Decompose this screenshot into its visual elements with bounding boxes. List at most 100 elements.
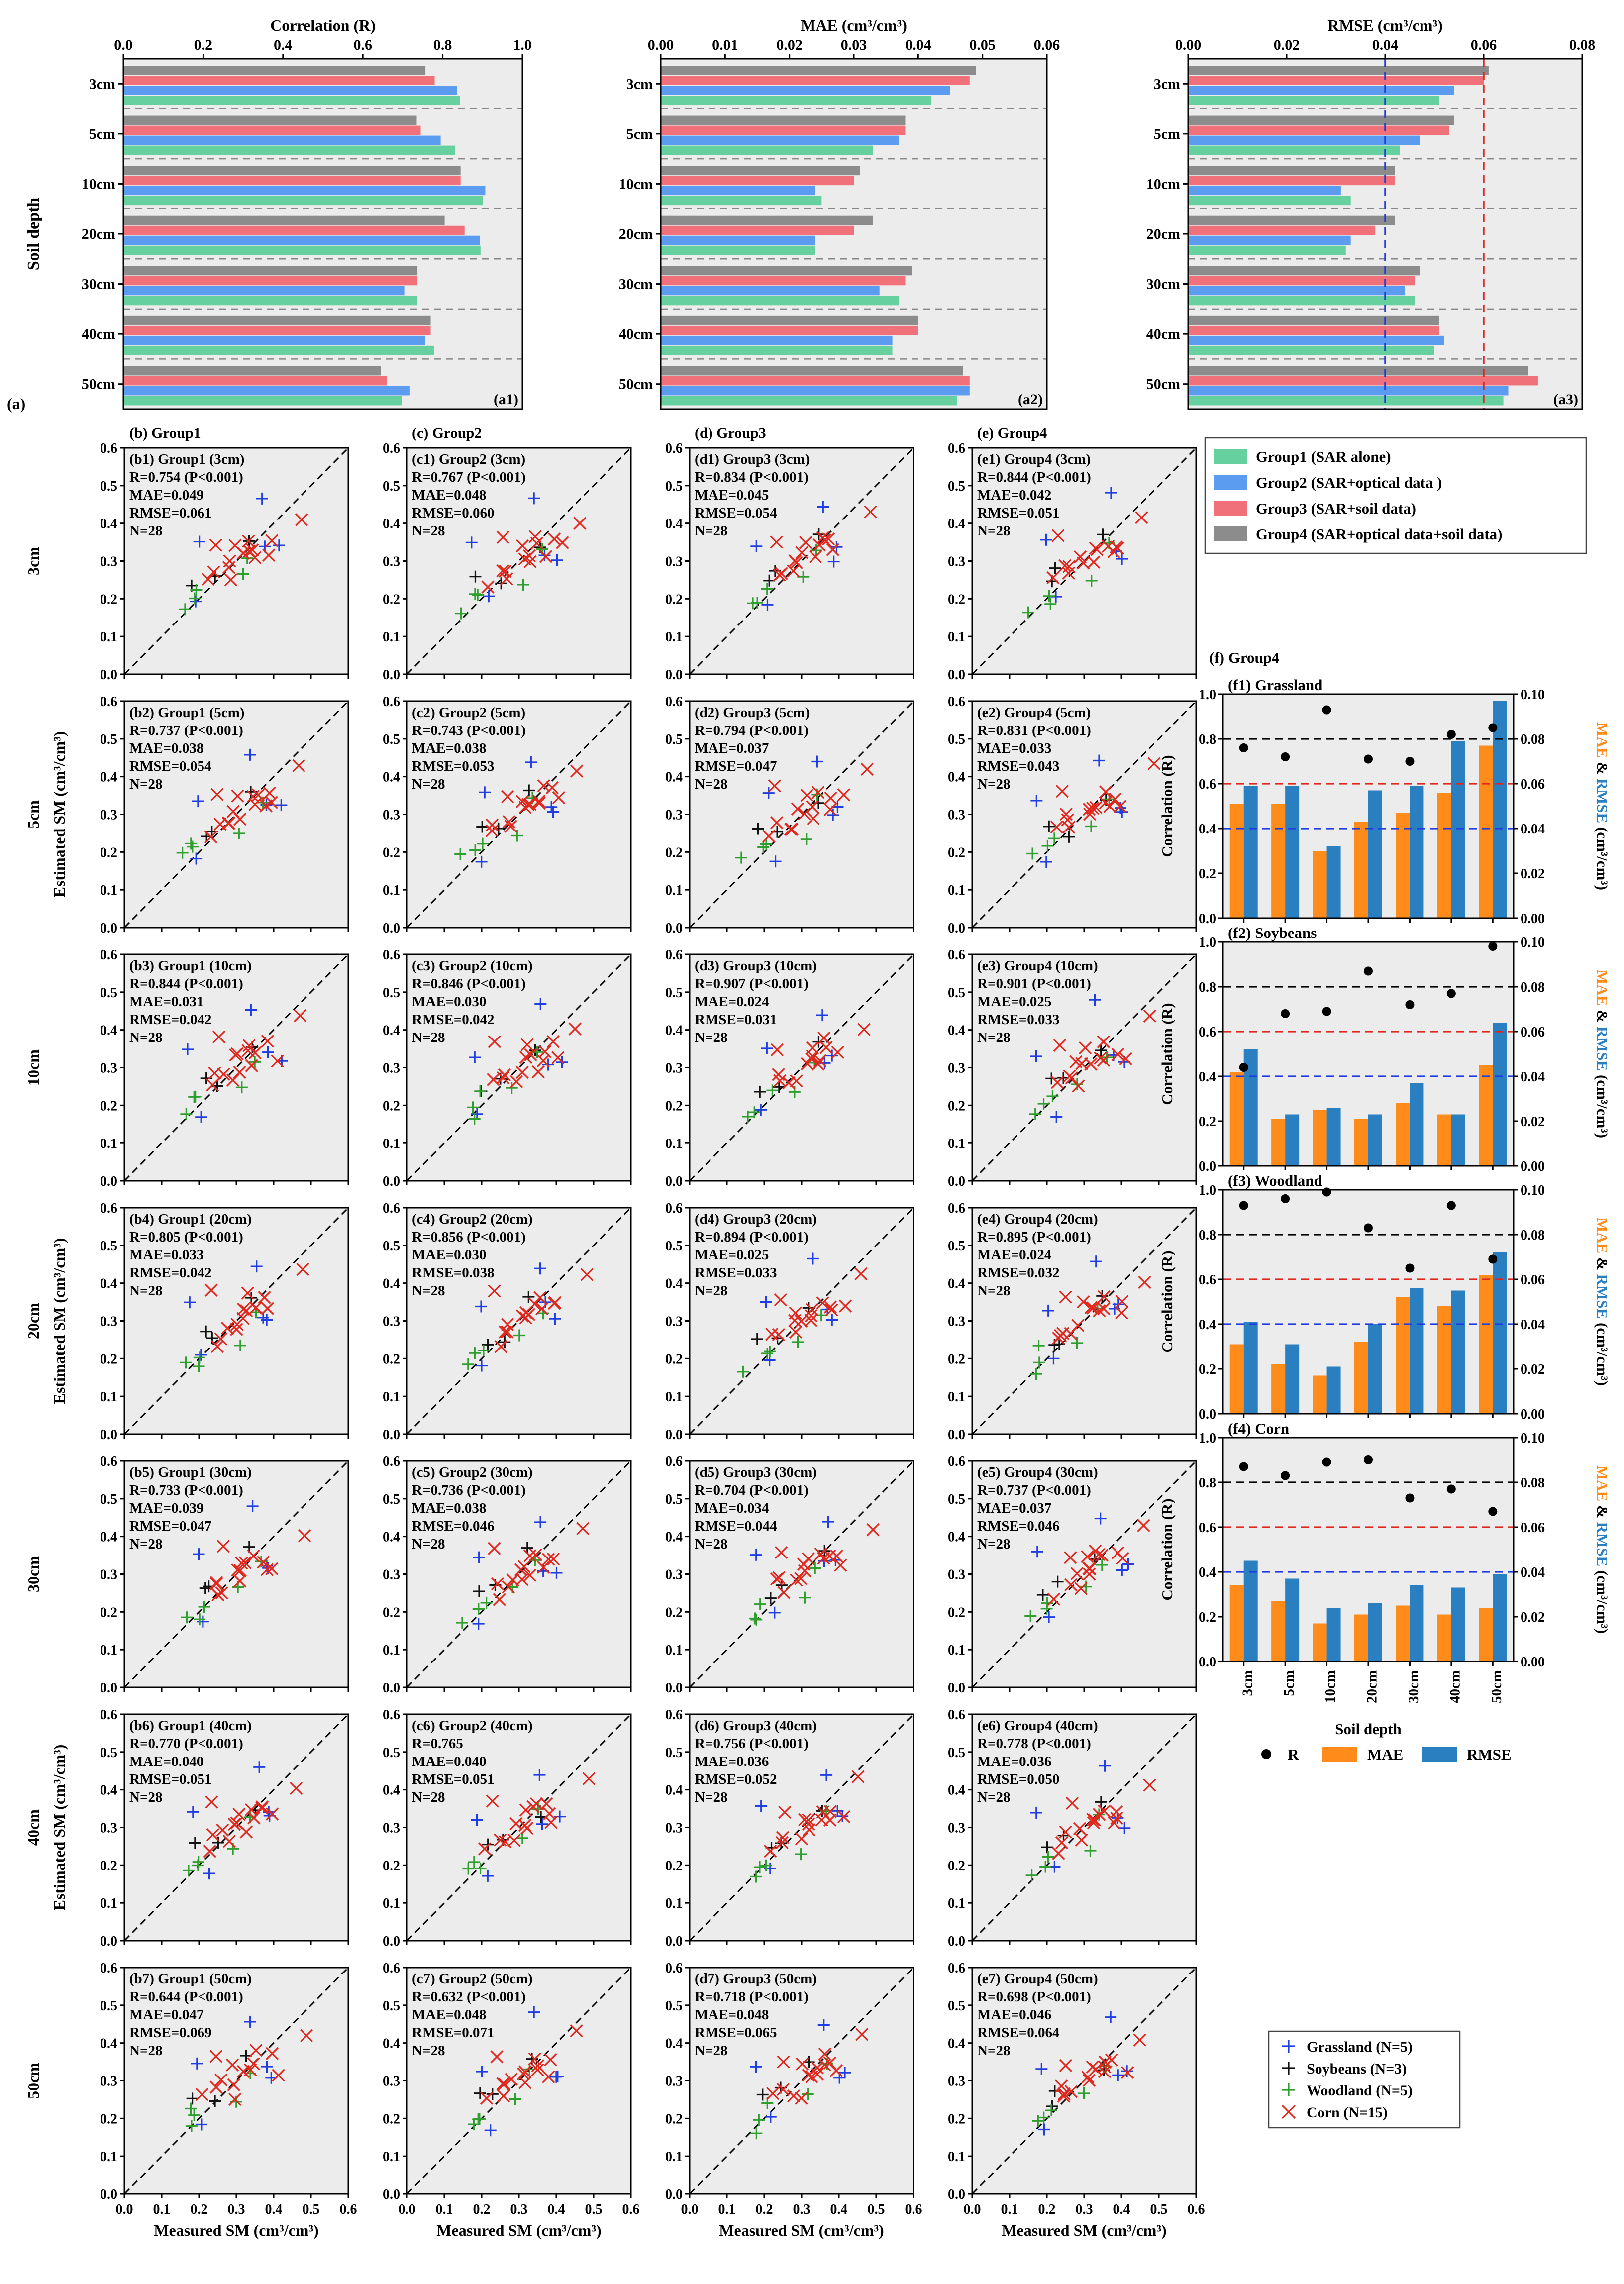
corn-marker (818, 2058, 831, 2072)
mae-bar (1396, 1297, 1410, 1414)
tick-label: 0.0 (399, 2202, 416, 2217)
bar-group2 (123, 286, 405, 296)
tick-label: 0.0 (383, 1174, 400, 1189)
corn-marker (292, 759, 305, 773)
stat-r: R=0.737 (P<0.001) (129, 723, 243, 738)
depth-label: 40cm (82, 326, 115, 342)
panel-title: (e3) Group4 (10cm) (977, 958, 1098, 974)
r-point (1405, 757, 1415, 766)
tick-label: 0.8 (1199, 1228, 1216, 1243)
r-point (1364, 754, 1373, 764)
tick-label: 0.0 (681, 2202, 699, 2217)
corn-marker (498, 2077, 511, 2091)
stat-rmse: RMSE=0.042 (412, 1012, 495, 1028)
tick-label: 0.4 (383, 517, 400, 532)
bar-panel-a3: 0.00 0.02 0.04 0.06 0.08 RMSE (cm³/cm³) 3cm 5cm… (1146, 16, 1595, 410)
tick-label: 0.4 (830, 2202, 848, 2217)
corn-marker (1143, 1009, 1157, 1023)
corn-marker (226, 805, 240, 819)
corn-marker (778, 1805, 792, 1819)
row-depth-label: 5cm (24, 800, 42, 829)
corn-marker (505, 2073, 518, 2086)
stat-r: R=0.778 (P<0.001) (977, 1736, 1091, 1752)
tick-label: 0.4 (665, 1023, 683, 1038)
depth-label: 3cm (89, 76, 115, 92)
tick-label: 0.4 (383, 1783, 400, 1798)
scatter-panel: (c3) Group2 (10cm) R=0.846 (P<0.001) MAE=0… (383, 947, 632, 1189)
stat-mae: MAE=0.048 (695, 2007, 769, 2023)
bar-group1 (1188, 345, 1434, 355)
tick-label: 0.0 (964, 2202, 981, 2217)
corn-marker (490, 2050, 504, 2064)
corn-marker (556, 536, 569, 549)
corn-marker (488, 1542, 501, 1555)
y-axis-label: Correlation (R) (1158, 755, 1176, 857)
rmse-bar (1410, 1288, 1424, 1414)
tick-label: 0.2 (194, 37, 213, 53)
stat-mae: MAE=0.046 (977, 2007, 1051, 2023)
corn-marker (1105, 2053, 1118, 2067)
tick-label: 0.0 (948, 667, 965, 683)
tick-label: 0.6 (100, 441, 117, 456)
tick-label: 0.02 (1521, 1114, 1545, 1130)
stat-rmse: RMSE=0.042 (129, 1012, 212, 1028)
corn-marker (535, 1302, 549, 1316)
bar-group3 (123, 176, 461, 186)
bar-group1 (1188, 396, 1504, 406)
corn-marker (508, 1834, 521, 1847)
bar-group1 (1188, 196, 1351, 206)
corn-marker (1081, 1550, 1094, 1563)
corn-marker (487, 1073, 500, 1086)
corn-marker (502, 815, 516, 829)
bar-group1 (123, 96, 460, 105)
corn-marker (517, 1560, 531, 1573)
bar-group1 (661, 345, 893, 355)
corn-marker (546, 1552, 560, 1566)
tick-label: 0.3 (1076, 2202, 1093, 2217)
panel-letter: (a2) (1018, 391, 1043, 408)
scatter-panel: (c4) Group2 (20cm) R=0.856 (P<0.001) MAE=0… (383, 1201, 632, 1443)
bar-group2 (123, 235, 480, 245)
stat-n: N=28 (412, 1030, 445, 1045)
corn-marker (1086, 1301, 1100, 1315)
tick-label: 0.0 (948, 1427, 965, 1443)
legend-label: Grassland (N=5) (1307, 2039, 1413, 2055)
r-point (1322, 1457, 1331, 1467)
tick-label: 0.6 (948, 1961, 965, 1976)
stat-mae: MAE=0.040 (129, 1754, 203, 1769)
stat-rmse: RMSE=0.050 (977, 1771, 1060, 1787)
tick-label: 0.2 (383, 1858, 400, 1873)
rmse-bar (1451, 741, 1465, 918)
tick-label: 0.1 (1001, 2202, 1018, 2217)
corn-marker (1116, 1552, 1129, 1565)
stat-rmse: RMSE=0.031 (695, 1012, 777, 1028)
stat-r: R=0.805 (P<0.001) (129, 1229, 243, 1245)
corn-marker (295, 513, 308, 526)
tick-label: 0.3 (948, 1821, 965, 1836)
panel-letter: (a) (7, 395, 25, 413)
corn-marker (531, 2059, 545, 2073)
corn-marker (860, 762, 874, 776)
x-axis-label: Measured SM (cm³/cm³) (1002, 2221, 1166, 2239)
corn-marker (210, 1340, 224, 1353)
stat-rmse: RMSE=0.042 (129, 1265, 212, 1281)
tick-label: 0.5 (948, 1239, 965, 1254)
corn-marker (1143, 1778, 1156, 1792)
tick-label: 0.10 (1521, 1183, 1545, 1198)
stat-rmse: RMSE=0.065 (695, 2025, 777, 2041)
bar-group3 (123, 325, 431, 335)
stat-rmse: RMSE=0.061 (129, 505, 212, 521)
corn-marker (1098, 2065, 1111, 2078)
tick-label: 0.4 (948, 2036, 965, 2052)
label-part: (cm³/cm³) (1594, 1319, 1611, 1386)
corn-marker (232, 1807, 246, 1821)
tick-label: 0.6 (383, 1961, 400, 1976)
corn-marker (204, 1283, 218, 1297)
depth-label: 20cm (619, 226, 653, 242)
stat-r: R=0.704 (P<0.001) (695, 1482, 809, 1498)
tick-label: 0.2 (665, 2111, 683, 2127)
panel-title: (e6) Group4 (40cm) (977, 1718, 1098, 1734)
tick-label: 0.04 (1521, 1565, 1545, 1580)
corn-marker (214, 1332, 228, 1346)
tick-label: 0.6 (383, 1201, 400, 1216)
